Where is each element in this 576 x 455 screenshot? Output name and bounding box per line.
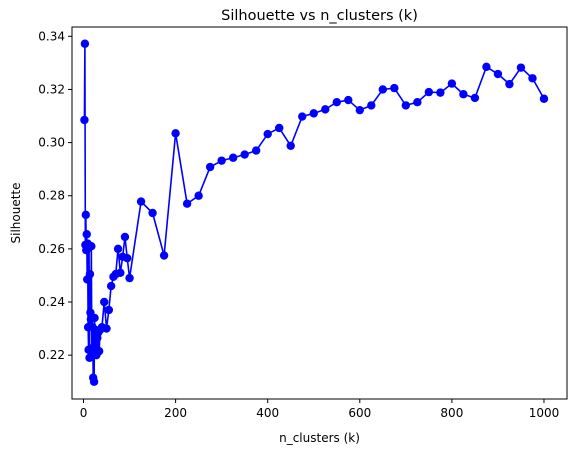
y-tick-label: 0.26 [38, 242, 65, 256]
data-point [470, 93, 480, 103]
data-point [228, 153, 238, 162]
data-point [505, 79, 514, 89]
data-point [136, 197, 146, 206]
data-point [100, 297, 109, 307]
data-point [390, 83, 399, 93]
data-point [80, 39, 90, 48]
data-point [516, 63, 526, 72]
data-point [413, 98, 422, 107]
data-point [89, 377, 99, 386]
data-point [123, 253, 132, 263]
x-tick-label: 0 [80, 406, 88, 420]
data-point [120, 232, 130, 242]
data-point [286, 141, 295, 150]
y-tick-label: 0.34 [38, 29, 65, 43]
data-point [344, 95, 353, 105]
data-point [217, 156, 226, 165]
x-tick-label: 600 [348, 406, 371, 420]
data-point [102, 324, 111, 333]
data-point [104, 305, 114, 315]
data-point [94, 346, 104, 356]
data-point [205, 162, 215, 172]
x-tick-label: 1000 [529, 406, 560, 420]
y-tick-label: 0.28 [38, 189, 65, 203]
data-point [113, 244, 123, 254]
data-point [424, 87, 434, 97]
y-tick-label: 0.32 [38, 82, 65, 96]
data-point [81, 210, 91, 220]
data-point [321, 105, 330, 114]
data-point [182, 199, 192, 208]
data-point [125, 273, 134, 283]
x-tick-label: 800 [440, 406, 463, 420]
data-point [539, 94, 549, 103]
y-axis-label: Silhouette [9, 182, 23, 243]
data-point [436, 88, 445, 97]
data-point [80, 115, 89, 125]
data-point [459, 90, 468, 99]
data-point [90, 313, 99, 323]
x-tick-label: 200 [164, 406, 187, 420]
data-point [116, 268, 125, 277]
ticks-layer: 0 200 400 600 800 1000 0.22 0.24 0.26 0.28 0.30 0.3… [38, 29, 559, 420]
data-point [194, 191, 203, 200]
data-point [171, 129, 180, 138]
data-point [528, 74, 537, 83]
data-point [87, 242, 96, 251]
data-point [275, 123, 284, 133]
chart-title: Silhouette vs n_clusters (k) [221, 8, 418, 24]
data-point [159, 251, 169, 260]
data-point [332, 98, 341, 107]
data-point [148, 208, 157, 218]
series-layer [80, 39, 549, 386]
data-point [263, 129, 272, 139]
data-point [240, 150, 249, 159]
data-point [493, 69, 503, 79]
data-point [378, 85, 388, 94]
plot-area-frame [71, 26, 568, 400]
data-point [309, 109, 318, 118]
y-tick-label: 0.22 [38, 348, 65, 362]
data-point [298, 112, 307, 121]
y-tick-label: 0.30 [38, 136, 65, 150]
y-tick-label: 0.24 [38, 295, 65, 309]
data-point [447, 79, 457, 88]
data-point [367, 101, 376, 110]
data-point [85, 269, 95, 279]
data-point [251, 146, 261, 155]
data-point [106, 281, 116, 291]
x-tick-label: 400 [256, 406, 279, 420]
data-point [355, 105, 364, 115]
data-point [482, 62, 491, 72]
data-point [401, 101, 411, 110]
x-axis-label: n_clusters (k) [279, 431, 360, 445]
data-point [82, 230, 91, 239]
